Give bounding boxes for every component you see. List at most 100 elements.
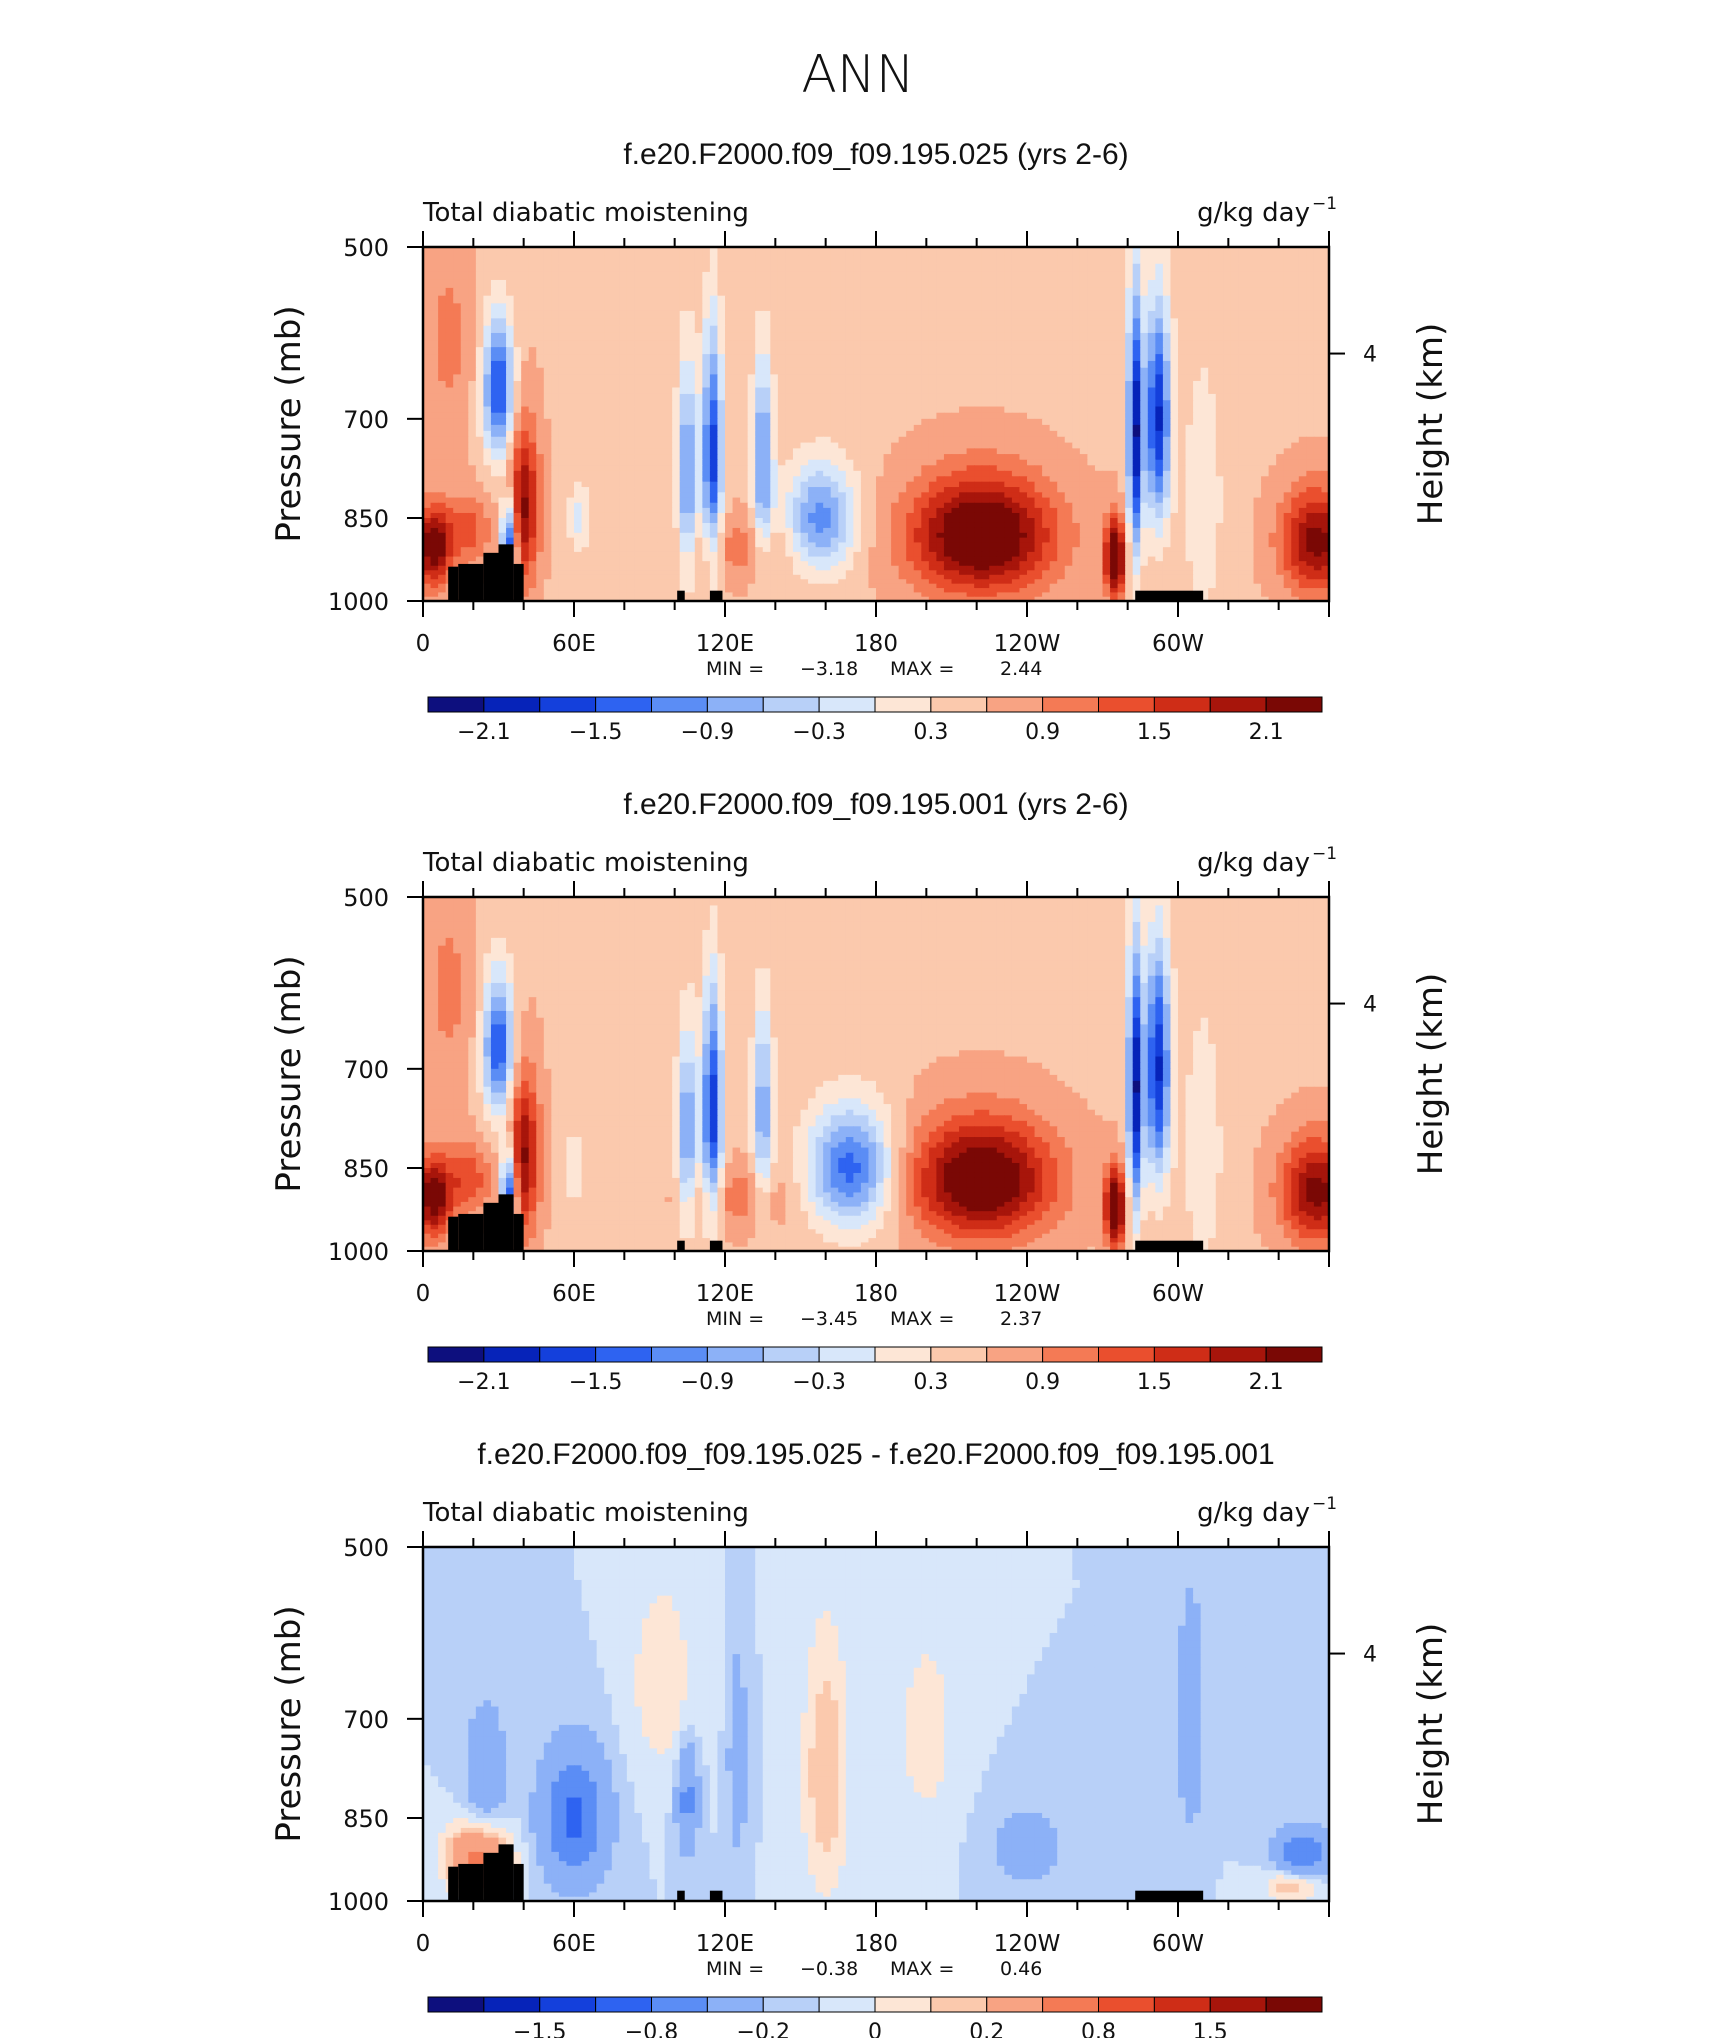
heatmap-cell <box>725 318 734 327</box>
heatmap-cell <box>483 430 492 438</box>
heatmap-cell <box>1140 406 1149 414</box>
heatmap-cell <box>1147 476 1156 483</box>
heatmap-cell <box>883 459 892 466</box>
heatmap-cell <box>490 287 500 297</box>
heatmap-cell <box>1155 406 1164 414</box>
heatmap-cell <box>943 303 953 312</box>
heatmap-cell <box>1193 470 1202 477</box>
heatmap-cell <box>611 412 620 420</box>
heatmap-cell <box>906 465 915 472</box>
heatmap-cell <box>1019 459 1028 466</box>
heatmap-cell <box>679 374 688 382</box>
heatmap-cell <box>1072 424 1081 432</box>
heatmap-cell <box>959 347 968 355</box>
heatmap-cell <box>1268 347 1277 355</box>
heatmap-cell <box>943 387 953 395</box>
heatmap-cell <box>943 492 953 499</box>
heatmap-cell <box>1298 255 1307 265</box>
heatmap-cell <box>1019 412 1028 420</box>
heatmap-cell <box>951 287 960 297</box>
heatmap-cell <box>438 325 447 334</box>
heatmap-cell <box>951 418 960 426</box>
heatmap-cell <box>725 332 734 341</box>
heatmap-cell <box>687 424 696 432</box>
heatmap-cell <box>755 436 764 444</box>
heatmap-cell <box>596 481 605 488</box>
heatmap-cell <box>815 512 824 519</box>
heatmap-cell <box>709 487 719 493</box>
heatmap-cell <box>1064 303 1073 312</box>
heatmap-cell <box>891 255 900 265</box>
heatmap-cell <box>1049 380 1058 389</box>
heatmap-cell <box>1087 271 1096 281</box>
heatmap-cell <box>468 360 477 369</box>
heatmap-cell <box>657 502 666 509</box>
heatmap-cell <box>528 325 537 334</box>
heatmap-cell <box>981 295 990 304</box>
heatmap-cell <box>755 247 764 257</box>
heatmap-cell <box>687 418 696 426</box>
panel-1: f.e20.F2000.f09_f09.195.025 (yrs 2-6)Tot… <box>269 138 1451 745</box>
heatmap-cell <box>1193 418 1202 426</box>
heatmap-cell <box>589 360 598 369</box>
heatmap-cell <box>717 442 726 449</box>
heatmap-cell <box>800 340 809 348</box>
heatmap-cell <box>1261 303 1270 312</box>
heatmap-cell <box>1147 318 1156 327</box>
heatmap-cell <box>528 340 537 348</box>
heatmap-cell <box>1079 310 1088 319</box>
heatmap-cell <box>913 318 922 327</box>
heatmap-cell <box>974 502 983 509</box>
heatmap-cell <box>1019 430 1028 438</box>
heatmap-cell <box>498 393 507 401</box>
heatmap-cell <box>626 406 635 414</box>
heatmap-cell <box>815 497 824 504</box>
heatmap-cell <box>1193 465 1202 472</box>
heatmap-cell <box>1193 406 1202 414</box>
heatmap-cell <box>1004 318 1013 327</box>
heatmap-cell <box>506 287 515 297</box>
heatmap-cell <box>634 487 643 493</box>
heatmap-cell <box>709 448 719 455</box>
heatmap-cell <box>1155 400 1164 408</box>
heatmap-cell <box>475 470 484 477</box>
heatmap-cell <box>883 295 892 304</box>
heatmap-cell <box>445 380 454 389</box>
heatmap-cell <box>1178 255 1187 265</box>
heatmap-cell <box>626 481 635 488</box>
heatmap-cell <box>732 502 741 509</box>
heatmap-cell <box>1117 318 1126 327</box>
heatmap-cell <box>551 340 560 348</box>
heatmap-cell <box>898 481 907 488</box>
heatmap-cell <box>574 502 583 509</box>
heatmap-cell <box>1321 454 1330 461</box>
heatmap-cell <box>694 492 703 499</box>
heatmap-cell <box>672 406 681 414</box>
heatmap-cell <box>1019 436 1028 444</box>
heatmap-cell <box>792 360 802 369</box>
heatmap-cell <box>989 340 998 348</box>
heatmap-cell <box>521 263 530 273</box>
heatmap-cell <box>626 318 635 327</box>
heatmap-cell <box>725 380 734 389</box>
heatmap-cell <box>483 507 492 514</box>
heatmap-cell <box>1102 454 1111 461</box>
heatmap-cell <box>755 412 764 420</box>
heatmap-cell <box>641 418 651 426</box>
heatmap-cell <box>475 332 484 341</box>
heatmap-cell <box>792 303 802 312</box>
heatmap-cell <box>830 418 839 426</box>
heatmap-cell <box>1215 454 1224 461</box>
heatmap-cell <box>996 340 1005 348</box>
heatmap-cell <box>785 374 794 382</box>
heatmap-cell <box>1019 393 1028 401</box>
heatmap-cell <box>1027 374 1036 382</box>
heatmap-cell <box>1034 340 1043 348</box>
heatmap-cell <box>513 295 522 304</box>
heatmap-cell <box>906 487 915 493</box>
heatmap-cell <box>974 325 983 334</box>
heatmap-cell <box>966 340 975 348</box>
heatmap-cell <box>506 340 515 348</box>
heatmap-cell <box>1162 340 1172 348</box>
heatmap-cell <box>1313 380 1323 389</box>
